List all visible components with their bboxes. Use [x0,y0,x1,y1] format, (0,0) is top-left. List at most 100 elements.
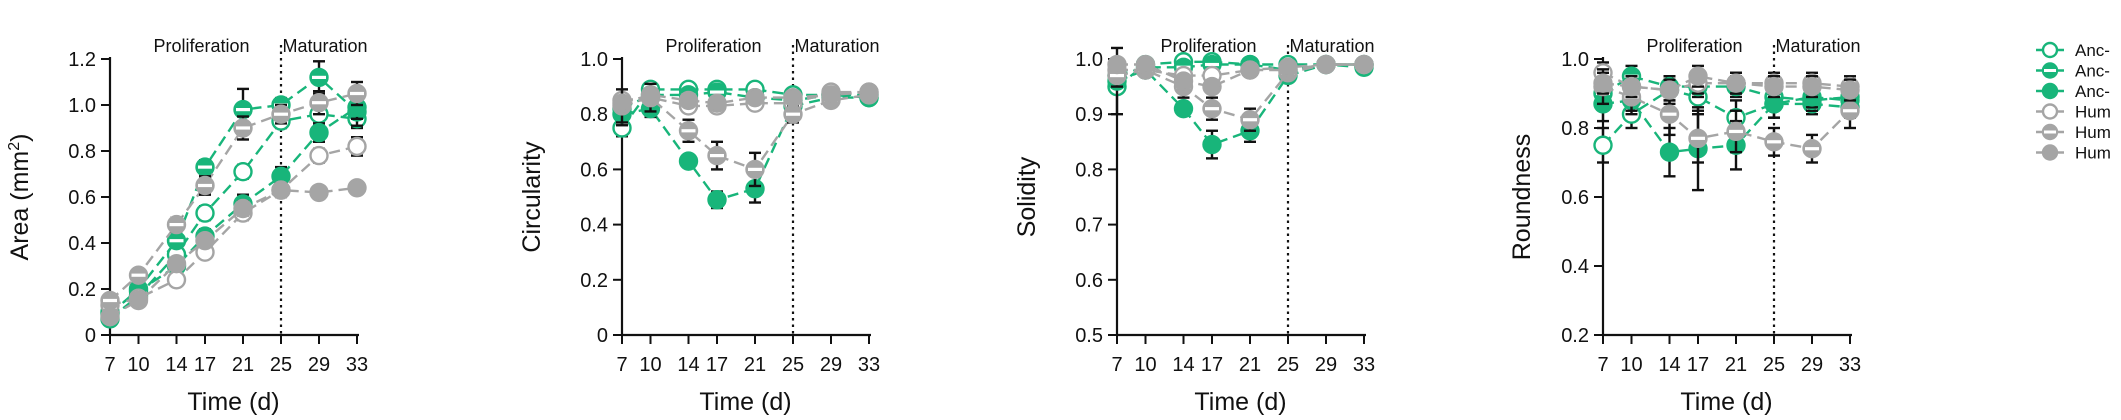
x-tick-label: 33 [1353,354,1375,376]
series-6 [1107,54,1374,97]
y-tick-label: 0.4 [580,215,608,237]
x-tick-label: 14 [1658,354,1680,376]
data-point [1107,54,1127,75]
phase-label-proliferation: Proliferation [665,36,761,56]
series-6 [612,82,879,113]
chart-panels: 0 0.2 0.4 0.6 0.8 1.0 1.2 7 10 14 17 21 25 29 33 Time (… [6,36,1861,416]
marker-bar [169,239,184,243]
x-tick-label: 10 [1134,354,1156,376]
y-tick-label: 1.0 [1075,49,1103,71]
data-point [1726,73,1746,93]
y-axis-label: Circularity [518,141,546,253]
y-axis-label-superscript: 2 [6,142,23,151]
data-point [1278,57,1298,77]
legend-label: Hum [2075,144,2111,163]
y-tick-label: 0.4 [68,233,96,255]
phase-label-maturation: Maturation [1289,36,1374,56]
data-point [821,85,841,105]
x-tick-label: 14 [677,354,699,376]
data-point [347,178,367,198]
data-point [1593,135,1613,155]
marker-bar [681,129,696,133]
y-axis-label-suffix: ) [6,134,34,142]
marker-bar [198,183,212,188]
x-tick-label: 17 [194,354,216,376]
legend-marker-bar [2044,130,2056,134]
marker-bar [1843,109,1857,113]
phase-label-maturation: Maturation [794,36,879,56]
data-point [1659,80,1680,100]
data-point [1840,80,1860,100]
x-tick-label: 17 [1687,354,1709,376]
data-point [707,93,727,113]
marker-bar [274,112,288,116]
x-tick-label: 29 [1801,354,1823,376]
y-tick-label: 0.9 [1075,104,1103,126]
series-5 [1593,68,1860,164]
x-axis-label: Time (d) [187,388,279,416]
data-point [100,306,120,327]
data-point [1202,76,1222,97]
x-tick-label: 7 [1111,354,1122,376]
marker-bar [1805,147,1819,151]
x-axis-label: Time (d) [1194,388,1286,416]
data-point [271,180,291,200]
data-point [309,182,329,203]
y-tick-label: 0.2 [1561,325,1589,347]
y-tick-label: 0 [85,325,96,347]
data-point [1688,66,1708,86]
marker-bar [169,223,184,227]
phase-label-proliferation: Proliferation [1160,36,1256,56]
marker-bar [1767,140,1781,144]
data-point [128,290,149,311]
chart-panel-2: 0 0.2 0.4 0.6 0.8 1.0 7 10 14 17 21 25 29 33 Time (d) C… [518,36,880,416]
legend-entry-2: Anc- [2036,62,2110,81]
x-tick-label: 33 [346,354,368,376]
data-point [678,90,699,111]
y-tick-label: 1.0 [1561,49,1589,71]
x-tick-label: 29 [308,354,330,376]
data-point [233,161,253,182]
data-point [195,230,215,251]
data-point [309,122,329,143]
legend-entry-5: Hum [2036,123,2111,142]
x-tick-label: 33 [1839,354,1861,376]
x-tick-label: 29 [820,354,842,376]
y-tick-label: 1.0 [68,95,96,117]
data-point [1173,98,1194,119]
legend-entry-4: Hum [2036,103,2111,122]
legend-marker [2041,103,2059,120]
x-tick-label: 17 [1201,354,1223,376]
legend-marker [2041,41,2059,59]
data-point [783,87,803,108]
y-tick-label: 0 [597,325,608,347]
series-6 [1593,64,1860,102]
data-point [612,93,632,113]
data-point [1593,73,1613,93]
y-axis-label: Roundness [1508,134,1536,260]
marker-bar [748,167,762,171]
marker-bar [1691,136,1705,140]
legend-entry-3: Anc- [2036,82,2110,101]
y-tick-label: 0.8 [580,104,608,126]
x-tick-label: 29 [1315,354,1337,376]
data-point [1764,76,1784,97]
data-point [678,151,699,171]
phase-label-proliferation: Proliferation [153,36,249,56]
series-6 [100,178,367,327]
x-tick-label: 14 [1172,354,1194,376]
x-tick-label: 10 [127,354,149,376]
marker-bar [312,75,326,79]
data-point [195,203,215,223]
x-tick-label: 7 [616,354,627,376]
marker-bar [1662,112,1677,116]
y-tick-label: 0.8 [1561,118,1589,140]
data-point [745,87,765,108]
y-tick-label: 0.6 [1561,187,1589,209]
legend-label: Hum [2075,123,2111,142]
y-tick-label: 0.6 [1075,270,1103,292]
chart-panel-4: 0.2 0.4 0.6 0.8 1.0 7 10 14 17 21 25 29 33 Time (d) Ro… [1508,36,1861,416]
marker-bar [131,273,146,277]
x-tick-label: 21 [1725,354,1747,376]
